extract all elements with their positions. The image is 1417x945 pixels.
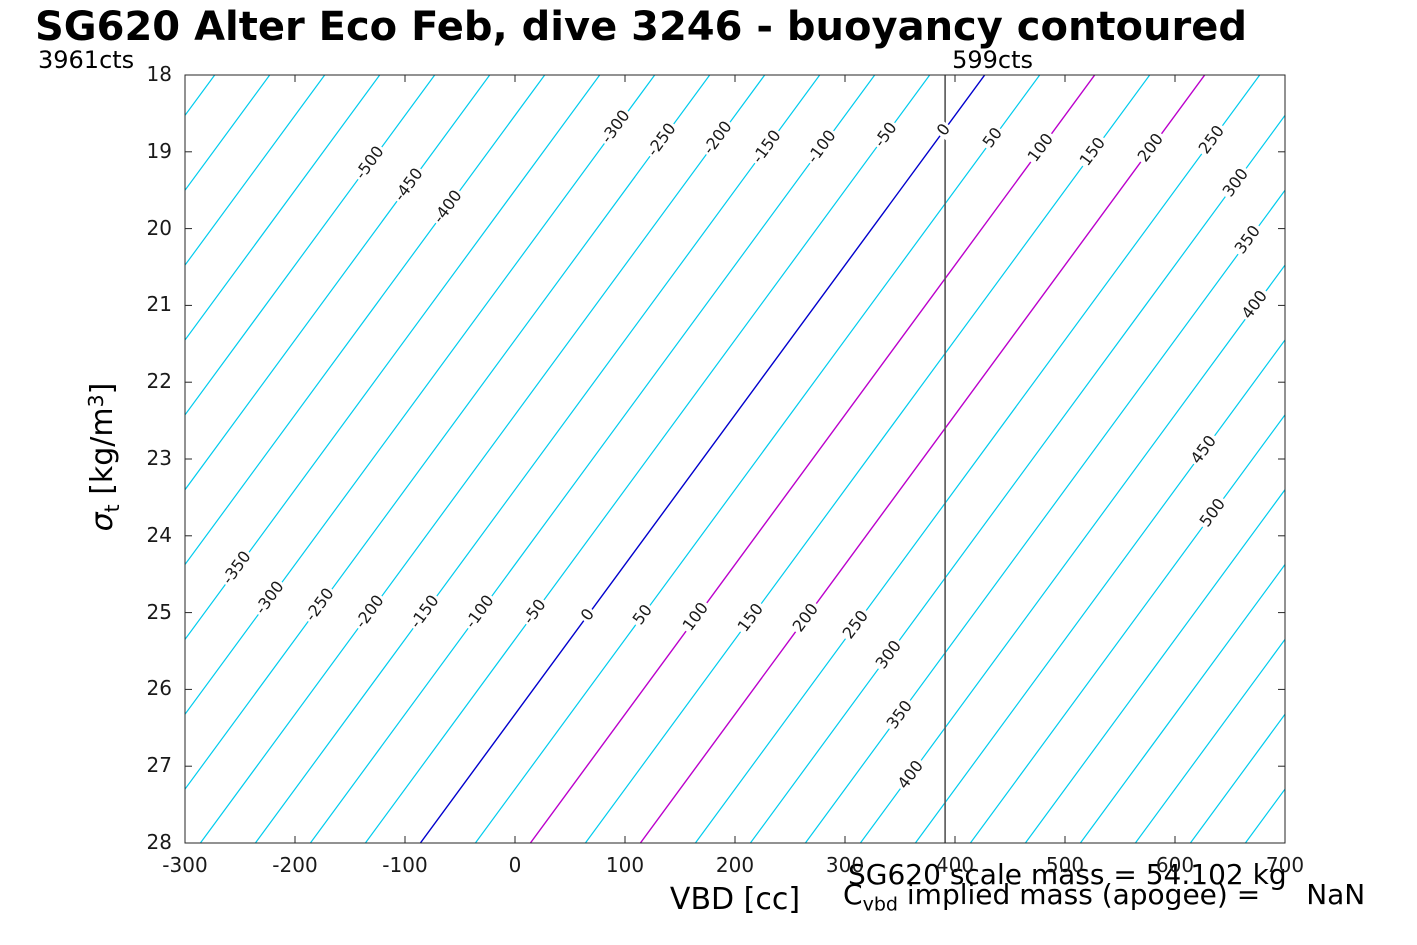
y-tick-label: 18 <box>146 62 172 86</box>
cvbd-symbol: C <box>843 878 863 911</box>
cvbd-subscript: vbd <box>862 893 898 916</box>
y-tick-label: 27 <box>146 753 172 778</box>
x-tick-label: -200 <box>272 853 318 877</box>
y-tick-label: 28 <box>146 830 172 854</box>
left-counts-label: 3961cts <box>38 46 135 74</box>
contour-line--350 <box>185 75 601 641</box>
y-tick-label: 21 <box>146 292 172 317</box>
y-tick-label: 20 <box>146 215 172 240</box>
contour-line-600 <box>1079 563 1285 843</box>
contour-line-450 <box>914 338 1285 843</box>
contour-line-700 <box>1189 713 1285 843</box>
contour-line--200 <box>199 75 766 843</box>
x-tick-label: 500 <box>1045 853 1085 877</box>
contour-line-500 <box>969 413 1285 843</box>
x-tick-label: 300 <box>825 853 865 877</box>
contour-line--300 <box>185 75 656 716</box>
contour-line--100 <box>309 75 876 843</box>
contour-line-50 <box>474 75 1041 843</box>
contour-line-150 <box>584 75 1151 843</box>
contour-line-400 <box>859 264 1285 843</box>
y-tick-label: 24 <box>146 522 172 547</box>
x-tick-label: 600 <box>1155 853 1195 877</box>
x-tick-label: -100 <box>382 853 428 877</box>
x-tick-label: 200 <box>715 853 755 877</box>
x-tick-label: 700 <box>1265 853 1305 877</box>
contour-line--600 <box>185 75 326 267</box>
y-tick-label: 23 <box>146 446 172 470</box>
contour-line--500 <box>185 75 436 416</box>
sigma-subscript: t <box>100 504 125 513</box>
y-tick-label: 25 <box>146 599 172 624</box>
contour-line-100 <box>529 75 1096 843</box>
x-tick-label: 400 <box>935 853 975 877</box>
x-tick-label: -300 <box>162 853 208 877</box>
contour-line-650 <box>1134 638 1285 843</box>
x-axis-label: VBD [cc] <box>669 882 801 917</box>
y-units-exponent: 3 <box>83 394 108 408</box>
plot-title: SG620 Alter Eco Feb, dive 3246 - buoyanc… <box>35 4 1247 50</box>
contour-line-300 <box>749 114 1285 843</box>
implied-mass-value: NaN <box>1306 878 1366 911</box>
contour-line-750 <box>1244 788 1285 843</box>
y-tick-label: 22 <box>146 369 172 394</box>
contour-line--450 <box>185 75 491 491</box>
contour-line-0 <box>419 75 986 843</box>
scale-mass-annotation: SG620 scale mass = 54.102 kg <box>848 858 1287 891</box>
y-tick-label: 19 <box>146 138 172 163</box>
contour-line--550 <box>185 75 381 341</box>
implied-mass-annotation: Cvbd implied mass (apogee) = NaN <box>843 878 1365 916</box>
y-tick-label: 26 <box>146 676 172 701</box>
contour-line--400 <box>185 75 546 566</box>
x-tick-label: 0 <box>508 853 522 877</box>
implied-mass-text: implied mass (apogee) = <box>898 878 1261 911</box>
contour-line-250 <box>694 75 1261 843</box>
x-tick-label: 100 <box>605 853 645 877</box>
contour-line--150 <box>254 75 821 843</box>
contour-line-200 <box>639 75 1206 843</box>
contour-line-550 <box>1024 488 1285 843</box>
vline-counts-label: 599cts <box>952 46 1034 74</box>
contour-line--250 <box>185 75 711 791</box>
contour-line--50 <box>364 75 931 843</box>
